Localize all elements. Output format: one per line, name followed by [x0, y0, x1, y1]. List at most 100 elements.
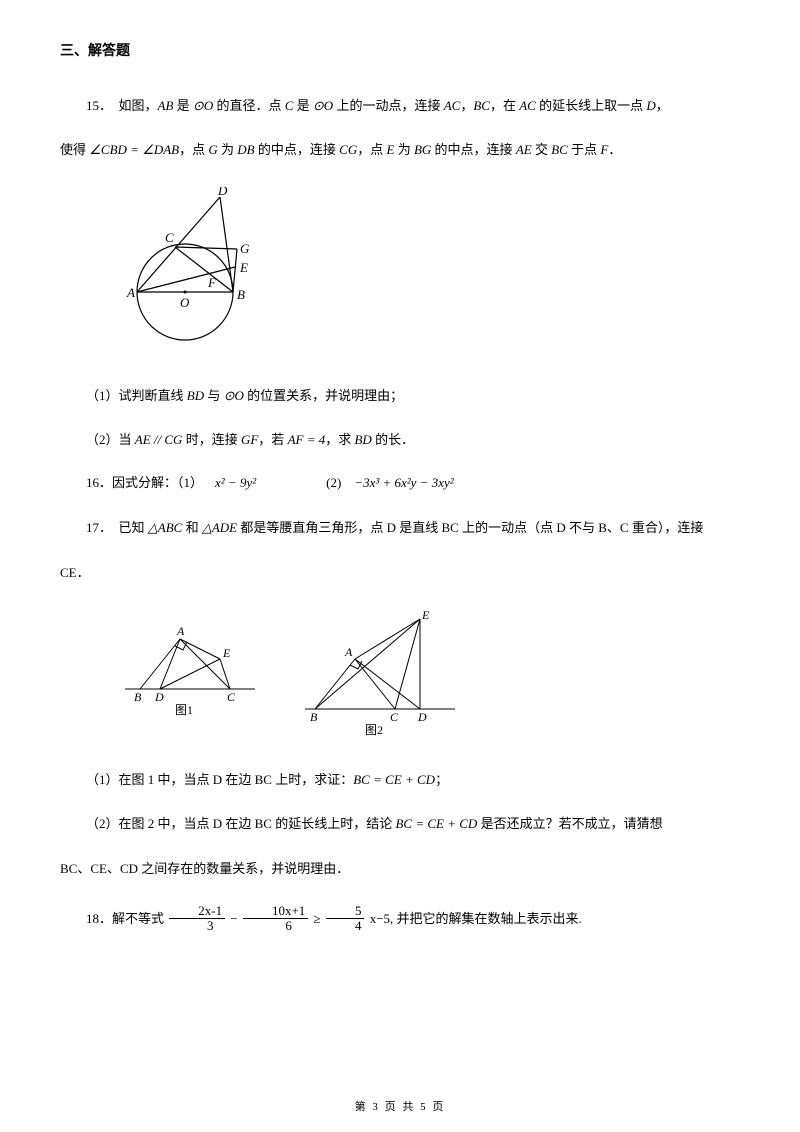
page-footer: 第 3 页 共 5 页 — [0, 1098, 800, 1114]
m: ∠CBD = ∠DAB — [89, 142, 179, 157]
t: 时，连接 — [182, 432, 241, 447]
t: ，若 — [258, 432, 287, 447]
m: BC — [473, 98, 490, 113]
t: ，在 — [490, 98, 519, 113]
svg-text:A: A — [344, 645, 353, 659]
t: 使得 — [60, 142, 89, 157]
svg-text:D: D — [217, 187, 228, 198]
m: AB — [158, 98, 174, 113]
t: 的中点，连接 — [255, 142, 340, 157]
n: 10x+1 — [243, 904, 308, 919]
m: BC = CE + CD — [353, 772, 435, 787]
t: 和 — [182, 520, 202, 535]
t: ，求 — [325, 432, 354, 447]
q15-line2: 使得 ∠CBD = ∠DAB，点 G 为 DB 的中点，连接 CG，点 E 为 … — [60, 132, 740, 168]
svg-text:E: E — [421, 609, 430, 622]
t: （2）在图 2 中，当点 D 在边 BC 的延长线上时，结论 — [86, 816, 395, 831]
m: BD — [354, 432, 371, 447]
svg-text:A: A — [176, 624, 185, 638]
t: ．因式分解：（1） — [99, 475, 203, 490]
q16-num: 16 — [86, 475, 99, 490]
t: ．解不等式 — [99, 911, 167, 926]
m: CG — [339, 142, 357, 157]
m: G — [208, 142, 217, 157]
m: △ABC — [148, 520, 183, 535]
t: 交 — [532, 142, 552, 157]
t: 为 — [394, 142, 414, 157]
m: ⊙O — [313, 98, 333, 113]
m: BD — [187, 388, 204, 403]
svg-text:A: A — [126, 285, 135, 300]
svg-text:D: D — [417, 710, 427, 724]
q15-figure: A B C D E F G O — [120, 187, 740, 351]
m: BC — [551, 142, 568, 157]
svg-text:图1: 图1 — [175, 703, 193, 717]
q16: 16．因式分解：（1）x² − 9y²(2) −3x³ + 6x²y − 3xy… — [60, 466, 740, 500]
m: DB — [237, 142, 254, 157]
t: ． — [608, 142, 621, 157]
t: ； — [435, 772, 448, 787]
svg-text:B: B — [237, 287, 245, 302]
svg-text:图2: 图2 — [365, 723, 383, 737]
svg-text:C: C — [227, 690, 236, 704]
op: − — [230, 911, 241, 926]
t: 的中点，连接 — [431, 142, 516, 157]
t: 与 — [204, 388, 224, 403]
q15-line1: 15． 如图，AB 是 ⊙O 的直径．点 C 是 ⊙O 上的一动点，连接 AC，… — [60, 88, 740, 124]
t: ， — [460, 98, 473, 113]
q15-sub1: （1）试判断直线 BD 与 ⊙O 的位置关系，并说明理由； — [60, 379, 740, 413]
t: （1）试判断直线 — [86, 388, 187, 403]
svg-text:C: C — [165, 230, 174, 245]
d: 4 — [326, 919, 365, 933]
q17-figures: A B C D E 图1 A B C D E 图2 — [120, 609, 740, 739]
d: 6 — [243, 919, 308, 933]
t: x−5, 并把它的解集在数轴上表示出来. — [370, 911, 582, 926]
frac2: 10x+16 — [243, 904, 308, 934]
t: 的长． — [372, 432, 414, 447]
m: BG — [414, 142, 431, 157]
t: ，点 — [357, 142, 386, 157]
t: ． 已知 — [99, 520, 148, 535]
section-heading: 三、解答题 — [60, 40, 740, 60]
d: 3 — [169, 919, 225, 933]
t: 是 — [173, 98, 193, 113]
svg-text:F: F — [207, 275, 217, 290]
svg-text:B: B — [310, 710, 318, 724]
t: (2) — [326, 475, 354, 490]
m: AE — [516, 142, 532, 157]
m: AE // CG — [135, 432, 183, 447]
q18-num: 18 — [86, 911, 99, 926]
t: 上的一动点，连接 — [333, 98, 444, 113]
q18: 18．解不等式 2x-13 − 10x+16 ≥ 54 x−5, 并把它的解集在… — [60, 901, 740, 936]
q17-line2: CE． — [60, 555, 740, 591]
q17-sub2-cont: BC、CE、CD 之间存在的数量关系，并说明理由． — [60, 851, 740, 887]
t: ，点 — [179, 142, 208, 157]
t: 为 — [218, 142, 238, 157]
m: ⊙O — [224, 388, 244, 403]
t: BC、CE、CD 之间存在的数量关系，并说明理由． — [60, 861, 349, 876]
t: 都是等腰直角三角形，点 D 是直线 BC 上的一动点（点 D 不与 B、C 重合… — [237, 520, 703, 535]
m: BC = CE + CD — [395, 816, 477, 831]
svg-text:O: O — [180, 295, 190, 310]
frac3: 54 — [326, 904, 365, 934]
m: AC — [444, 98, 461, 113]
q17-sub2: （2）在图 2 中，当点 D 在边 BC 的延长线上时，结论 BC = CE +… — [60, 807, 740, 841]
q17-line1: 17． 已知 △ABC 和 △ADE 都是等腰直角三角形，点 D 是直线 BC … — [60, 510, 740, 546]
m: D — [646, 98, 655, 113]
svg-text:C: C — [390, 710, 399, 724]
svg-text:G: G — [240, 241, 250, 256]
q17-sub1: （1）在图 1 中，当点 D 在边 BC 上时，求证：BC = CE + CD； — [60, 763, 740, 797]
frac1: 2x-13 — [169, 904, 225, 934]
q15-num: 15 — [86, 98, 99, 113]
m: ⊙O — [193, 98, 213, 113]
q17-num: 17 — [86, 520, 99, 535]
t: 的位置关系，并说明理由； — [244, 388, 403, 403]
svg-text:D: D — [154, 690, 164, 704]
n: 5 — [326, 904, 365, 919]
t: 的延长线上取一点 — [536, 98, 647, 113]
expr: x² − 9y² — [215, 475, 256, 490]
m: GF — [241, 432, 258, 447]
t: 的直径．点 — [213, 98, 285, 113]
t: CE． — [60, 565, 90, 580]
q15-sub2: （2）当 AE // CG 时，连接 GF，若 AF = 4，求 BD 的长． — [60, 423, 740, 457]
